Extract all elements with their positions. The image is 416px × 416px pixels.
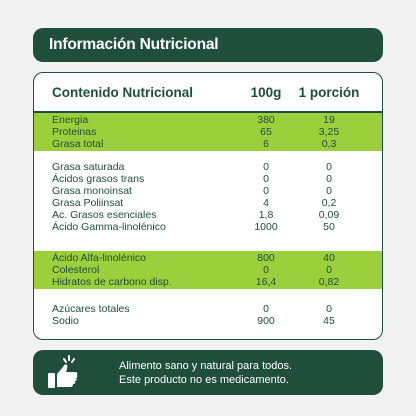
nutrient-label: Sodio (52, 315, 79, 327)
value-100g: 900 (257, 315, 275, 327)
nutrient-label: Ácido Alfa-linolénico (52, 252, 146, 264)
nutrient-label: Grasa saturada (52, 161, 125, 173)
footer-line-1: Alimento sano y natural para todos. (119, 360, 293, 372)
value-100g: 1,8 (258, 209, 274, 221)
nutrient-group-fats: Grasa saturada 0 0 Ácidos grasos trans 0 0 Gra… (34, 161, 382, 233)
nutrient-label: Azúcares totales (52, 303, 130, 315)
table-row: Azúcares totales 0 0 (34, 303, 382, 315)
value-portion: 0 (326, 264, 332, 276)
table-row: Grasa Poliinsat 4 0,2 (34, 197, 382, 209)
value-100g: 0 (263, 185, 269, 197)
table-row: Ac. Grasos esenciales 1,8 0,09 (34, 209, 382, 221)
nutrient-label: Grasa total (52, 138, 104, 150)
column-header-100g: 100g (250, 85, 282, 100)
page-title: Información Nutricional (49, 36, 219, 53)
nutrient-label: Grasa monoinsat (52, 185, 132, 197)
value-portion: 0 (326, 161, 332, 173)
nutrient-label: Grasa Poliinsat (52, 197, 124, 209)
value-100g: 0 (263, 161, 269, 173)
value-portion: 0 (326, 185, 332, 197)
value-100g: 1000 (254, 221, 278, 233)
value-100g: 0 (263, 303, 269, 315)
nutrient-label: Hidratos de carbono disp. (52, 276, 172, 288)
nutrient-label: Ácido Gamma-linolénico (52, 221, 166, 233)
nutrient-label: Colesterol (52, 264, 100, 276)
footer-line-2: Este producto no es medicamento. (119, 374, 289, 386)
value-portion: 3,25 (318, 126, 340, 138)
table-row: Grasa saturada 0 0 (34, 161, 382, 173)
table-row: Ácido Gamma-linolénico 1000 50 (34, 221, 382, 233)
table-row: Proteinas 65 3,25 (34, 126, 382, 138)
value-portion: 19 (323, 114, 335, 126)
value-portion: 0 (326, 303, 332, 315)
nutrition-table: Contenido Nutricional 100g 1 porción Ene… (33, 72, 383, 340)
header-divider (34, 111, 382, 113)
nutrient-group-sodium: Azúcares totales 0 0 Sodio 900 45 (34, 303, 382, 327)
footer-banner: Alimento sano y natural para todos. Este… (33, 350, 383, 395)
value-portion: 0,3 (321, 138, 337, 150)
table-row: Ácidos grasos trans 0 0 (34, 173, 382, 185)
value-100g: 16,4 (255, 276, 277, 288)
nutrient-label: Ac. Grasos esenciales (52, 209, 157, 221)
table-row: Grasa total 6 0,3 (34, 138, 382, 150)
table-row: Colesterol 0 0 (34, 264, 382, 276)
nutrient-group-carbs: Ácido Alfa-linolénico 800 40 Colesterol 0 0 Hi… (34, 251, 382, 289)
value-100g: 0 (263, 173, 269, 185)
value-portion: 0 (326, 173, 332, 185)
table-row: Sodio 900 45 (34, 315, 382, 327)
table-header: Contenido Nutricional 100g 1 porción (34, 83, 382, 105)
value-portion: 45 (323, 315, 335, 327)
table-row: Grasa monoinsat 0 0 (34, 185, 382, 197)
value-100g: 0 (263, 264, 269, 276)
nutrient-group-energy: Energia 380 19 Proteinas 65 3,25 Grasa total 6 0… (34, 113, 382, 151)
value-portion: 0,09 (318, 209, 340, 221)
nutrient-label: Proteinas (52, 126, 97, 138)
table-title: Contenido Nutricional (52, 85, 193, 100)
value-portion: 40 (323, 252, 335, 264)
thumbs-up-icon (48, 355, 78, 388)
value-portion: 0,82 (318, 276, 340, 288)
value-portion: 50 (323, 221, 335, 233)
nutrient-label: Energia (52, 114, 89, 126)
table-row: Hidratos de carbono disp. 16,4 0,82 (34, 276, 382, 288)
value-100g: 380 (257, 114, 275, 126)
value-100g: 65 (260, 126, 272, 138)
column-header-portion: 1 porción (298, 85, 360, 100)
table-row: Energia 380 19 (34, 114, 382, 126)
value-portion: 0,2 (321, 197, 337, 209)
value-100g: 6 (263, 138, 269, 150)
info-header: Información Nutricional (33, 28, 383, 62)
value-100g: 4 (263, 197, 269, 209)
value-100g: 800 (257, 252, 275, 264)
table-row: Ácido Alfa-linolénico 800 40 (34, 252, 382, 264)
nutrient-label: Ácidos grasos trans (52, 173, 145, 185)
